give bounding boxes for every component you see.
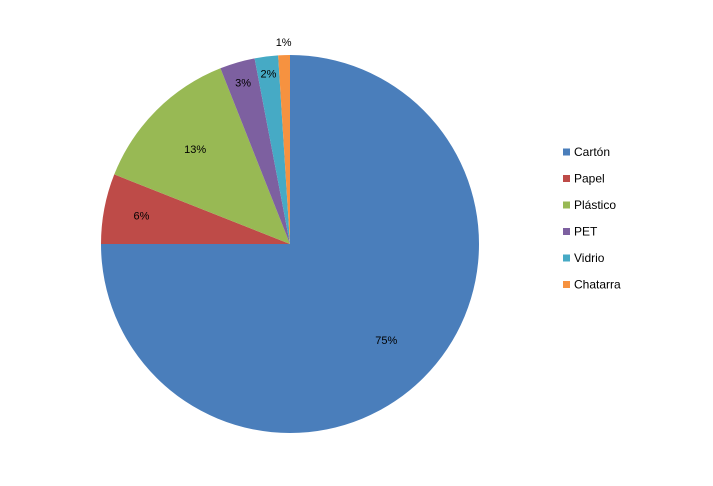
legend-swatch-papel [563, 175, 570, 182]
pie-slice-pet [220, 58, 290, 244]
data-label-pet: 3% [235, 77, 251, 89]
pie-slice-chatarra [278, 55, 290, 244]
data-label-papel: 6% [134, 211, 150, 223]
pie-slice-plástico [114, 68, 290, 244]
legend-label-papel: Papel [574, 172, 605, 186]
legend-label-pet: PET [574, 225, 598, 239]
data-label-cartón: 75% [375, 335, 397, 347]
legend-label-chatarra: Chatarra [574, 278, 621, 292]
legend-label-cartón: Cartón [574, 145, 610, 159]
legend-swatch-chatarra [563, 281, 570, 288]
pie-slice-papel [101, 174, 290, 244]
legend: Cartón Papel Plástico PET Vidrio Chatarra [563, 145, 621, 292]
pie-slices [101, 55, 479, 433]
legend-swatch-plástico [563, 201, 570, 209]
legend-label-plástico: Plástico [574, 198, 616, 212]
data-label-vidrio: 2% [260, 68, 276, 80]
data-label-chatarra: 1% [276, 37, 292, 49]
legend-swatch-cartón [563, 148, 570, 156]
legend-swatch-vidrio [563, 254, 570, 262]
pie-slice-vidrio [254, 55, 290, 244]
pie-data-labels: 75% 6% 13% 3% 2% 1% [134, 37, 398, 347]
data-label-plástico: 13% [184, 144, 206, 156]
legend-swatch-pet [563, 228, 570, 235]
legend-label-vidrio: Vidrio [574, 251, 605, 265]
